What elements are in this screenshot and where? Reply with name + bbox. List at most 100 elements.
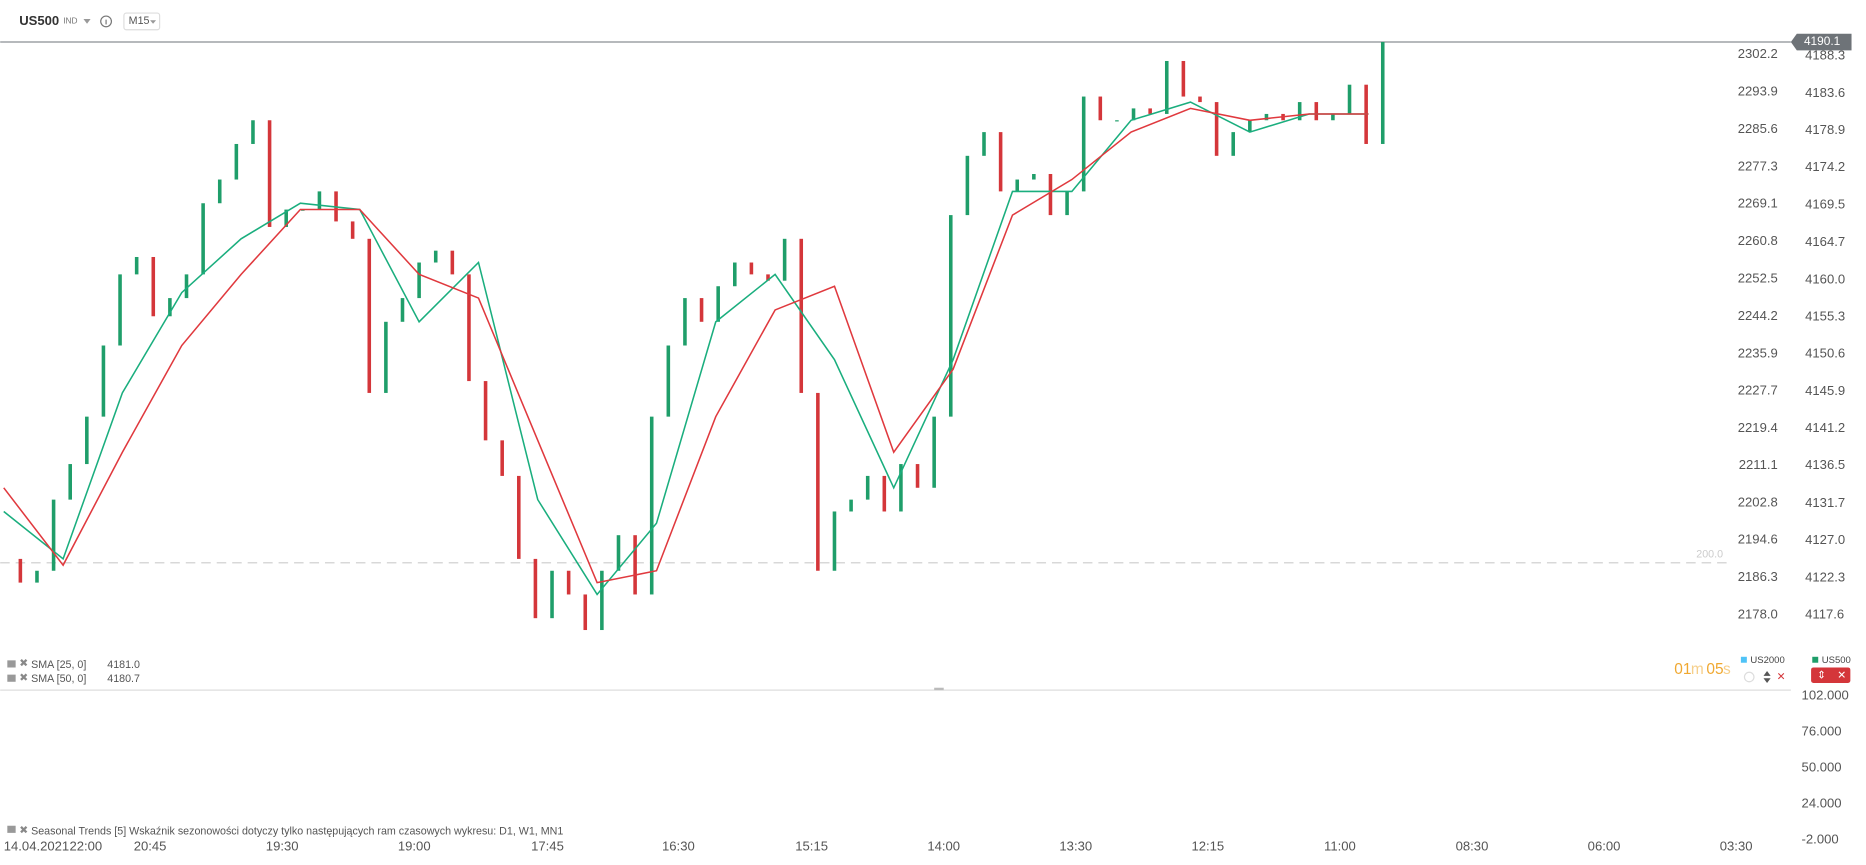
candle (1181, 60, 1186, 97)
y2-tick-label: 2211.1 (1739, 457, 1778, 472)
y2-tick-label: 2194.6 (1738, 532, 1778, 547)
candle (68, 464, 72, 500)
candle (1264, 113, 1269, 121)
candle (882, 475, 887, 512)
y2-tick-label: 2244.2 (1738, 308, 1778, 323)
candle (816, 392, 820, 571)
y2-tick-label: 2235.9 (1738, 345, 1778, 360)
candle (467, 274, 471, 382)
y-tick-label: 4122.3 (1805, 569, 1845, 584)
y-tick-label: 4145.9 (1805, 383, 1845, 398)
candle (566, 570, 571, 595)
last-price-label-box (1790, 33, 1852, 51)
y-tick-label: 4183.6 (1805, 85, 1845, 100)
lower-tick-label: 76.000 (1802, 723, 1842, 738)
y-tick-label: 4117.6 (1805, 606, 1844, 621)
y2-tick-label: 2252.5 (1738, 270, 1778, 285)
candle (433, 250, 438, 263)
symbol-dropdown[interactable] (83, 19, 91, 24)
x-tick-label: 03:30 (1720, 839, 1753, 854)
candle (1015, 179, 1020, 192)
visibility-toggle[interactable] (1743, 671, 1755, 683)
candle (1032, 174, 1036, 180)
candle (799, 238, 804, 393)
indicator-icon[interactable] (7, 674, 16, 682)
active-symbol-controls[interactable] (1811, 667, 1851, 683)
symbol[interactable]: US500 (19, 13, 59, 28)
candle (350, 221, 355, 239)
close-icon[interactable]: ✖ (19, 672, 28, 684)
indicator-value: 4180.7 (107, 673, 140, 685)
x-tick-label: 16:30 (662, 839, 695, 854)
candle (982, 132, 986, 156)
pane-resize-handle[interactable] (934, 687, 944, 691)
timeframe-dropdown (150, 20, 157, 24)
active-symbol-remove[interactable]: ✕ (1837, 670, 1846, 682)
candle (915, 464, 920, 488)
candle (550, 570, 554, 619)
candle (400, 298, 405, 322)
candle (18, 558, 23, 583)
close-icon[interactable]: ✖ (19, 658, 28, 670)
y2-tick-label: 2186.3 (1738, 569, 1778, 584)
candle (85, 416, 89, 465)
y2-tick-label: 2227.7 (1738, 382, 1778, 397)
y2-tick-label: 2302.2 (1738, 46, 1778, 61)
candle (1048, 174, 1053, 216)
candle (1131, 108, 1136, 121)
symbol-legend[interactable]: US2000 (1750, 655, 1784, 666)
timeframe[interactable]: M15 (129, 15, 150, 27)
countdown-seconds: 05 (1706, 661, 1723, 678)
candle (733, 262, 737, 287)
sma-line (3, 107, 1369, 584)
candle (483, 381, 488, 441)
timeframe-button[interactable] (123, 12, 161, 31)
candle (284, 209, 288, 227)
info-icon[interactable] (100, 15, 113, 28)
candle (649, 416, 654, 595)
candle (1098, 96, 1103, 121)
indicator-icon[interactable] (7, 660, 16, 668)
active-symbol-sort[interactable]: ⇕ (1817, 670, 1826, 682)
lower-tick-label: 24.000 (1802, 795, 1842, 810)
candle (1214, 102, 1219, 156)
lower-tick-label: 102.000 (1802, 687, 1849, 702)
candle (500, 440, 504, 476)
order-toggle[interactable] (1763, 671, 1771, 683)
y-tick-label: 4164.7 (1805, 234, 1845, 249)
candle (600, 570, 604, 631)
symbol-legend[interactable]: US500 (1822, 655, 1851, 666)
countdown-unit: s (1723, 661, 1731, 678)
candle (234, 143, 239, 180)
candle (1314, 102, 1319, 121)
close-icon[interactable]: ✖ (19, 824, 28, 836)
candle (217, 179, 222, 204)
x-tick-label: 20:45 (134, 839, 167, 854)
candle (749, 262, 754, 275)
candle (832, 511, 837, 571)
symbol-swatch (1812, 656, 1819, 663)
candle (1380, 42, 1385, 144)
y2-tick-label: 2219.4 (1738, 420, 1778, 435)
y-tick-label: 4178.9 (1805, 122, 1845, 137)
y-tick-label: 4155.3 (1805, 309, 1845, 324)
y-tick-label: 4150.6 (1805, 346, 1845, 361)
candle (683, 298, 687, 346)
candle (384, 321, 388, 393)
candle (317, 191, 322, 210)
candle (168, 298, 172, 317)
lower-tick-label: -2.000 (1802, 831, 1839, 846)
indicator-icon[interactable] (7, 825, 16, 833)
candle (998, 132, 1003, 192)
remove-symbol[interactable]: ✕ (1777, 671, 1786, 683)
candle (118, 274, 122, 346)
indicator-name: SMA [25, 0] (31, 659, 86, 671)
candle (134, 256, 139, 275)
candle (51, 499, 56, 571)
candle (1081, 96, 1086, 192)
countdown-unit: m (1691, 661, 1704, 678)
market-tag: IND (63, 16, 77, 26)
candle (1297, 102, 1302, 121)
